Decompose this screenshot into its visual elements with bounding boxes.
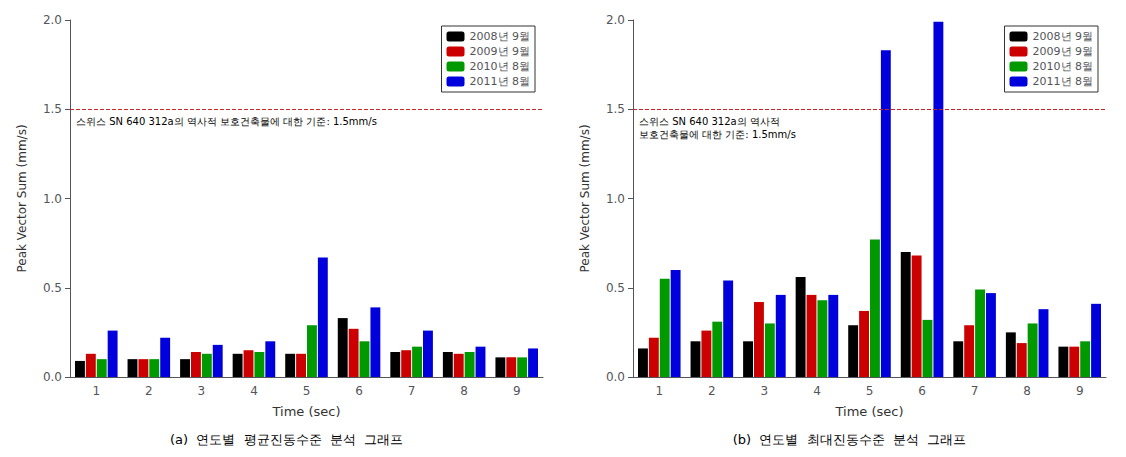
svg-text:(b) 연도별 최대진동수준 분석 그래프: (b) 연도별 최대진동수준 분석 그래프 (733, 432, 966, 447)
svg-text:5: 5 (303, 384, 311, 398)
svg-text:0.0: 0.0 (43, 370, 62, 384)
svg-text:6: 6 (355, 384, 363, 398)
svg-text:8: 8 (1023, 384, 1031, 398)
svg-text:8: 8 (460, 384, 468, 398)
svg-text:2.0: 2.0 (606, 13, 625, 27)
svg-text:1: 1 (655, 384, 663, 398)
svg-text:2008년 9월: 2008년 9월 (1033, 30, 1094, 43)
svg-text:2.0: 2.0 (43, 13, 62, 27)
svg-text:5: 5 (866, 384, 874, 398)
svg-text:7: 7 (971, 384, 979, 398)
svg-text:1.5: 1.5 (606, 102, 625, 116)
svg-text:2011년 8월: 2011년 8월 (470, 75, 531, 88)
svg-text:2009년 9월: 2009년 9월 (1033, 45, 1094, 58)
svg-text:9: 9 (513, 384, 521, 398)
svg-text:스위스 SN 640 312a의 역사적 보호건축물에 대한: 스위스 SN 640 312a의 역사적 보호건축물에 대한 기준: 1.5mm… (76, 116, 377, 127)
svg-text:2010년 8월: 2010년 8월 (470, 60, 531, 73)
svg-text:(a) 연도별 평균진동수준 분석 그래프: (a) 연도별 평균진동수준 분석 그래프 (170, 432, 403, 447)
svg-text:0.5: 0.5 (606, 281, 625, 295)
svg-text:2009년 9월: 2009년 9월 (470, 45, 531, 58)
svg-text:스위스 SN 640 312a의 역사적: 스위스 SN 640 312a의 역사적 (639, 116, 780, 127)
svg-text:Time (sec): Time (sec) (834, 404, 903, 419)
svg-text:1: 1 (92, 384, 100, 398)
svg-text:1.0: 1.0 (606, 192, 625, 206)
svg-text:2: 2 (708, 384, 716, 398)
svg-text:1.5: 1.5 (43, 102, 62, 116)
svg-text:9: 9 (1076, 384, 1084, 398)
svg-text:2008년 9월: 2008년 9월 (470, 30, 531, 43)
svg-text:Peak Vector Sum (mm/s): Peak Vector Sum (mm/s) (15, 124, 29, 272)
svg-text:4: 4 (250, 384, 258, 398)
svg-text:2: 2 (145, 384, 153, 398)
svg-text:3: 3 (761, 384, 769, 398)
svg-text:0.0: 0.0 (606, 370, 625, 384)
svg-text:보호건축물에 대한 기준: 1.5mm/s: 보호건축물에 대한 기준: 1.5mm/s (639, 129, 796, 140)
svg-text:2011년 8월: 2011년 8월 (1033, 75, 1094, 88)
svg-text:Time (sec): Time (sec) (271, 404, 340, 419)
svg-text:7: 7 (408, 384, 416, 398)
svg-text:4: 4 (813, 384, 821, 398)
svg-text:3: 3 (198, 384, 206, 398)
svg-text:2010년 8월: 2010년 8월 (1033, 60, 1094, 73)
svg-text:6: 6 (918, 384, 926, 398)
svg-text:0.5: 0.5 (43, 281, 62, 295)
svg-text:Peak Vector Sum (mm/s): Peak Vector Sum (mm/s) (578, 124, 592, 272)
svg-text:1.0: 1.0 (43, 192, 62, 206)
